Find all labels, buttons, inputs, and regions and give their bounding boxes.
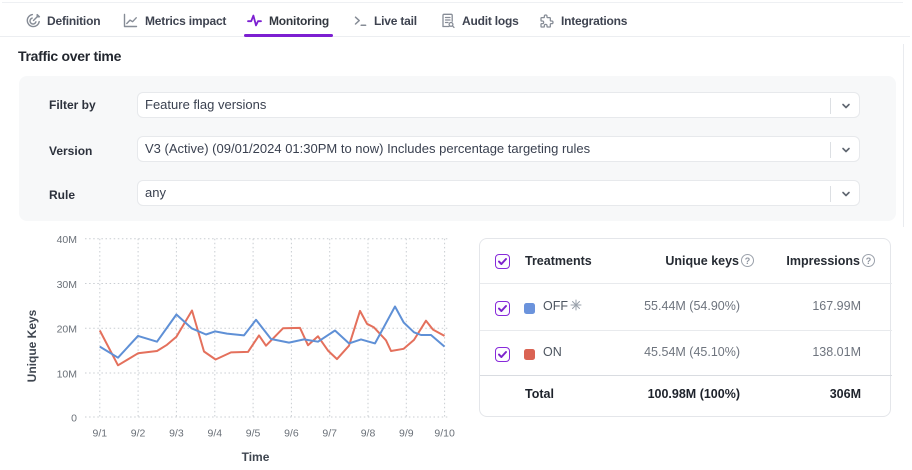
- svg-text:9/6: 9/6: [284, 428, 299, 440]
- svg-text:40M: 40M: [57, 234, 77, 246]
- svg-text:9/9: 9/9: [399, 428, 414, 440]
- svg-text:9/2: 9/2: [131, 428, 146, 440]
- svg-text:9/4: 9/4: [207, 428, 222, 440]
- svg-text:9/5: 9/5: [246, 428, 261, 440]
- svg-text:10M: 10M: [57, 368, 77, 380]
- svg-text:Unique Keys: Unique Keys: [25, 309, 39, 382]
- svg-text:9/1: 9/1: [92, 428, 107, 440]
- svg-text:0: 0: [71, 412, 77, 424]
- svg-text:20M: 20M: [57, 324, 77, 336]
- svg-text:9/8: 9/8: [361, 428, 376, 440]
- svg-text:30M: 30M: [57, 279, 77, 291]
- svg-text:9/3: 9/3: [169, 428, 184, 440]
- svg-text:9/7: 9/7: [322, 428, 337, 440]
- svg-text:Time: Time: [242, 450, 270, 464]
- svg-text:9/10: 9/10: [434, 428, 455, 440]
